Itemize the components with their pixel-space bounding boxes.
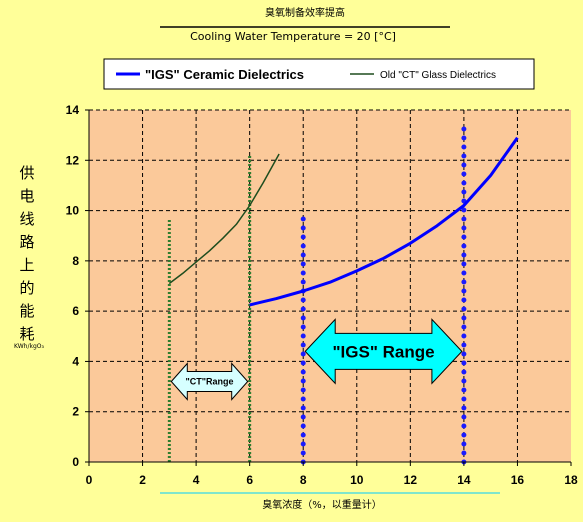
chart-subtitle: Cooling Water Temperature = 20 [°C] — [190, 30, 396, 43]
chart-title: 臭氧制备效率提高 — [265, 6, 345, 19]
igs-range-label: "IGS" Range — [333, 342, 435, 361]
grid — [89, 109, 571, 462]
range-markers — [167, 125, 467, 465]
y-tick-label: 14 — [66, 103, 80, 117]
ct-range-label: "CT"Range — [185, 377, 233, 387]
legend-label-ct: Old "CT" Glass Dielectrics — [380, 70, 496, 81]
y-axis-label-char: 线 — [19, 210, 34, 228]
y-axis-label-char: 路 — [19, 233, 34, 251]
annotations: "CT"Range "IGS" Range — [170, 318, 463, 401]
x-tick-label: 14 — [457, 473, 471, 487]
legend-box — [103, 58, 535, 90]
y-axis-label-char: 能 — [19, 302, 34, 320]
y-axis-label-char: 电 — [19, 187, 34, 205]
series-ct-line — [168, 153, 280, 285]
y-axis-label-char: 上 — [19, 256, 34, 274]
y-tick-label: 10 — [66, 204, 80, 218]
igs-range-arrow — [304, 318, 463, 385]
y-axis-label-char: 耗 — [19, 325, 34, 343]
legend: "IGS" Ceramic Dielectrics Old "CT" Glass… — [103, 58, 535, 90]
x-tick-label: 12 — [404, 473, 418, 487]
ticks: 0 2 4 6 8 10 12 14 16 18 0 2 4 6 8 10 12 14 — [66, 103, 578, 487]
x-tick-label: 16 — [511, 473, 525, 487]
y-tick-label: 12 — [66, 153, 80, 167]
y-axis-label-char: 的 — [19, 279, 34, 297]
y-axis-unit: KWh/kgO₃ — [14, 343, 44, 350]
ct-range-arrow — [170, 362, 249, 401]
y-axis-label: 供电线路上的能耗 — [19, 164, 34, 343]
y-tick-label: 0 — [72, 455, 79, 469]
x-tick-label: 4 — [193, 473, 200, 487]
series-igs-line — [249, 136, 519, 307]
x-tick-label: 8 — [300, 473, 307, 487]
y-tick-label: 6 — [72, 304, 79, 318]
legend-label-igs: "IGS" Ceramic Dielectrics — [145, 67, 304, 82]
x-tick-label: 10 — [350, 473, 364, 487]
y-tick-label: 4 — [72, 354, 79, 368]
series — [168, 136, 519, 307]
x-tick-label: 0 — [86, 473, 93, 487]
y-tick-label: 2 — [72, 405, 79, 419]
x-tick-label: 18 — [564, 473, 578, 487]
y-tick-label: 8 — [72, 254, 79, 268]
y-axis-label-char: 供 — [19, 164, 34, 182]
x-axis-label: 臭氧浓度（%，以重量计） — [262, 498, 382, 511]
x-tick-label: 6 — [246, 473, 253, 487]
x-tick-label: 2 — [139, 473, 146, 487]
